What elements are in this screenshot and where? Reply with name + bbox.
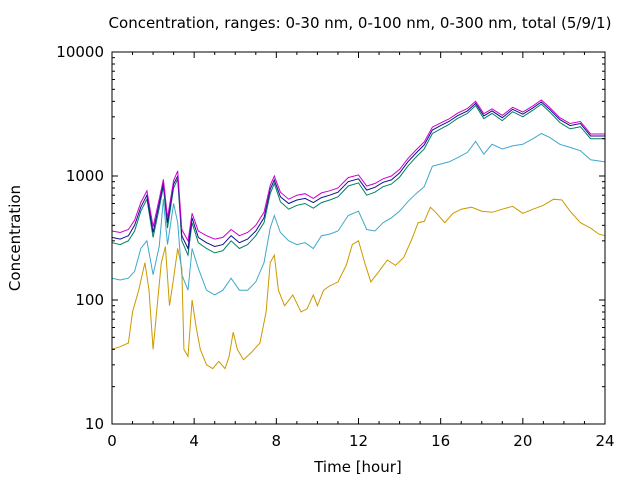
- x-tick-label: 12: [349, 432, 368, 450]
- y-tick-label: 10: [85, 415, 104, 433]
- x-axis-label: Time [hour]: [313, 458, 402, 476]
- series-line-3: [111, 103, 605, 257]
- series-layer: [111, 99, 606, 370]
- x-tick-label: 20: [513, 432, 532, 450]
- ticks-layer: 0 4 8 12 16 20 24 10 100 1000 10000: [56, 43, 614, 450]
- y-tick-label: 1000: [66, 167, 104, 185]
- chart-title: Concentration, ranges: 0-30 nm, 0-100 nm…: [109, 14, 612, 32]
- series-line-2: [111, 132, 606, 296]
- x-tick-label: 4: [189, 432, 199, 450]
- x-tick-label: 0: [107, 432, 117, 450]
- series-line-4: [111, 101, 605, 251]
- x-tick-label: 16: [431, 432, 450, 450]
- y-tick-label: 10000: [56, 43, 104, 61]
- series-line-5: [111, 99, 605, 243]
- y-tick-label: 100: [75, 291, 104, 309]
- y-axis-label: Concentration: [6, 185, 24, 291]
- series-line-1: [111, 198, 606, 370]
- x-tick-label: 24: [595, 432, 614, 450]
- x-tick-label: 8: [272, 432, 282, 450]
